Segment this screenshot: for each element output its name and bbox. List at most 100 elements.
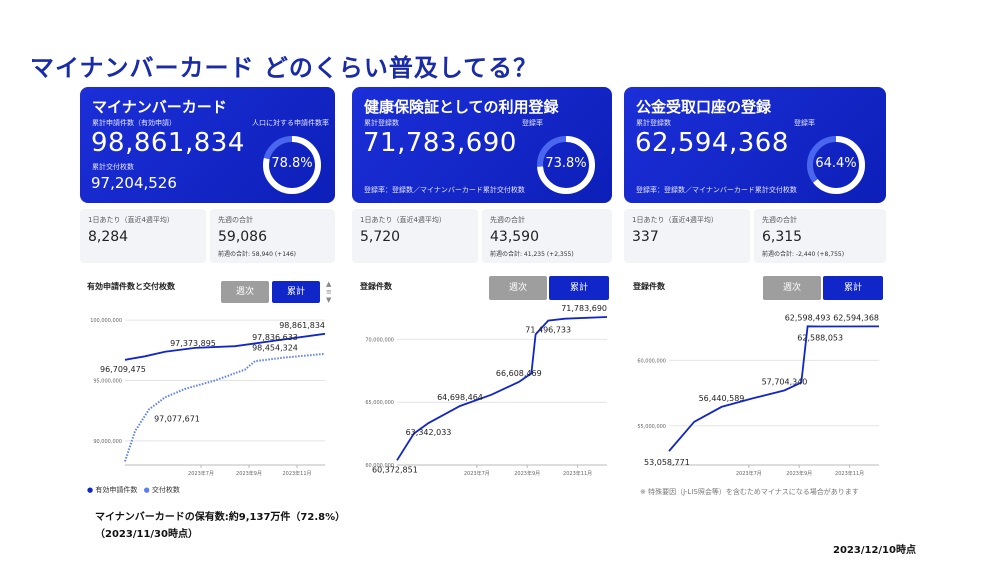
y-tick-label: 60,000,000 [637,358,666,364]
registrations-label: 累計登録数 [636,119,671,127]
data-label: 97,077,671 [154,414,200,423]
registrations-value: 71,783,690 [363,128,517,158]
rate-donut [263,136,321,194]
chart2-title: 登録件数 [360,282,392,291]
stat-value: 59,086 [218,229,267,245]
series-line [396,316,608,461]
stat-label: 先週の合計 [490,216,525,224]
card-title: 健康保険証としての利用登録 [364,98,559,116]
rate-label: 登録率 [522,119,543,127]
x-tick-label: 2023年9月 [236,470,262,477]
cumulative-toggle-button[interactable]: 累計 [549,276,609,300]
stat-value: 8,284 [88,229,129,245]
x-tick-label: 2023年11月 [835,470,864,477]
card-title: マイナンバーカード [92,98,227,116]
card-my-number: マイナンバーカード 累計申請件数（有効申請） 98,861,834 累計交付枚数… [80,87,335,203]
y-tick-label: 65,000,000 [365,400,394,406]
stat-previous-week: 前週の合計: -2,440 (+8,755) [762,251,845,258]
data-label: 96,709,475 [100,365,146,374]
x-tick-label: 2023年7月 [188,470,214,477]
x-tick-label: 2023年9月 [514,470,540,477]
weekly-toggle-button[interactable]: 週次 [489,276,547,300]
data-label: 97,836,633 [252,333,298,342]
data-label: 62,588,053 [797,333,843,342]
card-title: 公金受取口座の登録 [636,98,772,116]
card-public-account: 公金受取口座の登録 累計登録数 62,594,368 登録率 64.4% 登録率… [624,87,886,203]
stat-previous-week: 前週の合計: 58,940 (+146) [218,251,296,258]
data-label: 71,783,690 [561,304,607,313]
rate-label: 人口に対する申請件数率 [252,119,329,127]
chart-public-account: 60,000,000 55,000,000 2023年7月 2023年9月 2023年1… [637,313,880,477]
legend-applications: 有効申請件数 [95,486,138,494]
holdings-summary: マイナンバーカードの保有数:約9,137万件（72.8%） [95,512,346,523]
card-health-insurance: 健康保険証としての利用登録 累計登録数 71,783,690 登録率 73.8%… [352,87,612,203]
issued-value: 97,204,526 [91,174,177,192]
legend-issued: 交付枚数 [151,486,180,494]
series-line [668,325,880,452]
data-label: 71,496,733 [525,326,571,335]
chart-health-insurance: 70,000,000 65,000,000 60,000,000 2023年7月 202… [365,304,608,477]
chart1-legend: ● 有効申請件数 ● 交付枚数 [87,485,180,495]
data-as-of-date: 2023/12/10時点 [833,545,916,556]
chart3-title: 登録件数 [633,282,665,291]
y-tick-label: 55,000,000 [637,424,666,430]
rate-value: 64.4% [815,156,857,171]
data-label: 97,373,895 [170,339,216,348]
applications-value: 98,861,834 [91,128,245,158]
cumulative-toggle-button[interactable]: 累計 [823,276,883,300]
data-label: 98,861,834 [279,321,325,330]
data-label: 60,372,851 [372,465,418,474]
stat-previous-week: 前週の合計: 41,235 (+2,355) [490,251,574,258]
stat-value: 43,590 [490,229,539,245]
chart-applications-issued: 100,000,000 95,000,000 90,000,000 2023年7月 20… [90,318,326,477]
weekly-toggle-button[interactable]: 週次 [221,281,269,303]
rate-donut [807,136,865,194]
stat-last-week: 先週の合計 6,315 前週の合計: -2,440 (+8,755) [754,209,886,263]
data-label: 62,594,368 [833,313,879,322]
y-tick-label: 95,000,000 [93,378,122,384]
data-label: 57,704,340 [762,377,808,386]
issued-label: 累計交付枚数 [92,163,134,171]
stat-daily-average: 1日あたり（直近4週平均） 8,284 [80,209,206,263]
x-tick-label: 2023年11月 [563,470,592,477]
y-tick-label: 60,000,000 [365,463,394,469]
registrations-value: 62,594,368 [635,128,789,158]
data-label: 62,598,493 [785,313,831,322]
rate-donut [537,136,595,194]
data-label: 53,058,771 [644,458,690,467]
stat-label: 先週の合計 [762,216,797,224]
legend-dot-icon: ● [143,486,150,494]
stat-label: 1日あたり（直近4週平均） [632,216,718,224]
stat-value: 6,315 [762,229,803,245]
data-label: 63,342,033 [406,428,452,437]
y-tick-label: 100,000,000 [90,318,122,324]
rate-label: 登録率 [794,119,815,127]
chart3-footnote: ※ 特殊要因（J-LIS照会等）を含むためマイナスになる場合があります [640,488,859,496]
x-tick-label: 2023年7月 [736,470,762,477]
applications-label: 累計申請件数（有効申請） [92,119,176,127]
stat-last-week: 先週の合計 59,086 前週の合計: 58,940 (+146) [210,209,335,263]
registrations-label: 累計登録数 [364,119,399,127]
legend-dot-icon: ● [87,486,94,494]
cumulative-toggle-button[interactable]: 累計 [272,281,320,303]
stat-daily-average: 1日あたり（直近4週平均） 337 [624,209,750,263]
series-line [124,332,326,361]
data-label: 64,698,464 [437,393,483,402]
stat-label: 1日あたり（直近4週平均） [360,216,446,224]
rate-value: 73.8% [545,156,587,171]
rate-value: 78.8% [271,156,313,171]
stat-daily-average: 1日あたり（直近4週平均） 5,720 [352,209,478,263]
scroll-arrows-icon[interactable]: ▲ ≡ ▼ [326,280,332,304]
stat-label: 1日あたり（直近4週平均） [88,216,174,224]
x-tick-label: 2023年7月 [464,470,490,477]
stat-label: 先週の合計 [218,216,253,224]
x-tick-label: 2023年9月 [786,470,812,477]
rate-note: 登録率：登録数／マイナンバーカード累計交付枚数 [636,186,797,194]
chart1-title: 有効申請件数と交付枚数 [87,282,175,291]
weekly-toggle-button[interactable]: 週次 [763,276,821,300]
stat-value: 5,720 [360,229,401,245]
y-tick-label: 90,000,000 [93,439,122,445]
series-line [124,352,326,462]
x-tick-label: 2023年11月 [282,470,311,477]
rate-note: 登録率：登録数／マイナンバーカード累計交付枚数 [364,186,525,194]
